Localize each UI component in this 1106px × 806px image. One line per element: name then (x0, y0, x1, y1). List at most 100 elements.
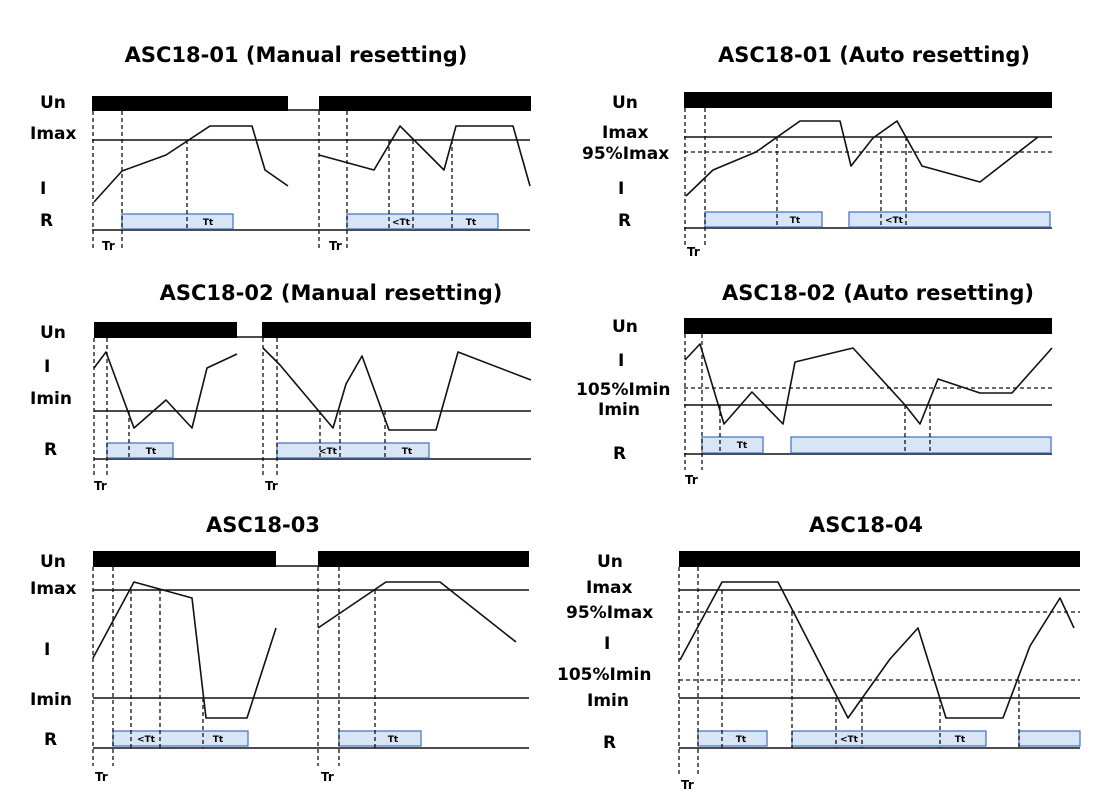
un-supply-bar (92, 96, 288, 111)
label-105-imin: 105%Imin (557, 665, 652, 685)
label-un: Un (612, 93, 638, 113)
un-supply-bar (684, 92, 1052, 108)
current-signal (317, 581, 517, 643)
tr-label: Tr (685, 473, 698, 487)
tt-label: Tt (737, 441, 748, 451)
relay-on-block (338, 730, 422, 747)
tt-label: Tt (402, 447, 413, 457)
tt-label: Tt (466, 218, 477, 228)
label-imin: Imin (587, 691, 629, 711)
panel-asc18-04: ASC18-04 Un Imax 95%Imax I 105%Imin Imin… (557, 513, 1081, 792)
panel-title: ASC18-01 (Manual resetting) (125, 43, 468, 67)
tr-label: Tr (681, 778, 694, 792)
label-105-imin: 105%Imin (576, 380, 671, 400)
label-un: Un (40, 323, 66, 343)
panel-title: ASC18-02 (Auto resetting) (722, 281, 1034, 305)
tr-label: Tr (102, 239, 115, 253)
current-signal (679, 581, 1075, 719)
label-un: Un (40, 552, 66, 572)
tr-label: Tr (94, 479, 107, 493)
label-un: Un (40, 93, 66, 113)
tr-label: Tr (95, 770, 108, 784)
relay-on-block (1018, 730, 1081, 747)
marker-lines (93, 338, 386, 477)
un-supply-bar (262, 322, 531, 338)
marker-lines (684, 334, 931, 470)
relay-on-block (112, 730, 249, 747)
current-signal (318, 125, 531, 187)
relay-on-block (848, 211, 1051, 228)
current-signal (262, 347, 532, 431)
current-signal (93, 351, 238, 429)
marker-lines (92, 567, 376, 766)
label-i: I (618, 351, 624, 371)
label-un: Un (612, 317, 638, 337)
label-r: R (40, 211, 53, 231)
relay-on-block (701, 436, 764, 454)
marker-lines (678, 567, 1020, 775)
un-supply-bar (684, 318, 1052, 334)
panel-asc18-02-manual: ASC18-02 (Manual resetting) Un I Imin R … (30, 281, 532, 493)
un-supply-bar (93, 551, 276, 567)
tt-label: Tt (790, 216, 801, 226)
label-imax: Imax (602, 123, 649, 143)
tr-label: Tr (265, 479, 278, 493)
marker-lines (684, 108, 907, 246)
tt-label: <Tt (885, 216, 904, 226)
marker-lines (92, 111, 453, 248)
tt-label: <Tt (840, 735, 859, 745)
relay-on-block (697, 730, 768, 747)
label-r: R (613, 444, 626, 464)
relay-on-block (790, 436, 1052, 454)
relay-on-block (346, 213, 499, 230)
label-imin: Imin (30, 389, 72, 409)
panel-asc18-02-auto: ASC18-02 (Auto resetting) Un I 105%Imin … (576, 281, 1053, 487)
label-i: I (44, 640, 50, 660)
current-signal (93, 125, 289, 203)
label-r: R (603, 733, 616, 753)
label-un: Un (597, 552, 623, 572)
tr-label: Tr (321, 770, 334, 784)
tt-label: Tt (213, 735, 224, 745)
panel-title: ASC18-02 (Manual resetting) (160, 281, 503, 305)
current-signal (92, 581, 277, 719)
label-imax: Imax (586, 578, 633, 598)
panel-asc18-03: ASC18-03 Un Imax I Imin R <Tt Tt Tt Tr T (30, 513, 529, 784)
relay-on-block (121, 213, 234, 230)
panel-title: ASC18-04 (809, 513, 923, 537)
panel-asc18-01-manual: ASC18-01 (Manual resetting) Un Imax I R … (30, 43, 531, 253)
label-95-imax: 95%Imax (582, 144, 669, 164)
tt-label: Tt (388, 735, 399, 745)
label-95-imax: 95%Imax (566, 603, 653, 623)
label-imin: Imin (598, 400, 640, 420)
relay-on-block (106, 442, 174, 459)
tt-label: <Tt (137, 735, 156, 745)
label-r: R (44, 440, 57, 460)
panel-asc18-01-auto: ASC18-01 (Auto resetting) Un Imax 95%Ima… (582, 43, 1052, 259)
label-imax: Imax (30, 579, 77, 599)
label-imin: Imin (30, 690, 72, 710)
panel-title: ASC18-03 (206, 513, 320, 537)
label-i: I (618, 179, 624, 199)
tt-label: <Tt (392, 218, 411, 228)
tt-label: Tt (736, 735, 747, 745)
current-signal (684, 343, 1053, 425)
label-i: I (40, 179, 46, 199)
label-imax: Imax (30, 124, 77, 144)
label-r: R (618, 211, 631, 231)
un-supply-bar (679, 551, 1080, 567)
tt-label: Tt (146, 447, 157, 457)
label-i: I (604, 634, 610, 654)
tt-label: <Tt (319, 447, 338, 457)
tr-label: Tr (687, 245, 700, 259)
relay-on-block (704, 211, 823, 228)
current-signal (685, 120, 1039, 197)
tt-label: Tt (203, 218, 214, 228)
panel-title: ASC18-01 (Auto resetting) (718, 43, 1030, 67)
label-r: R (44, 730, 57, 750)
label-i: I (44, 357, 50, 377)
un-supply-bar (318, 551, 529, 567)
tt-label: Tt (955, 735, 966, 745)
un-supply-bar (94, 322, 237, 338)
